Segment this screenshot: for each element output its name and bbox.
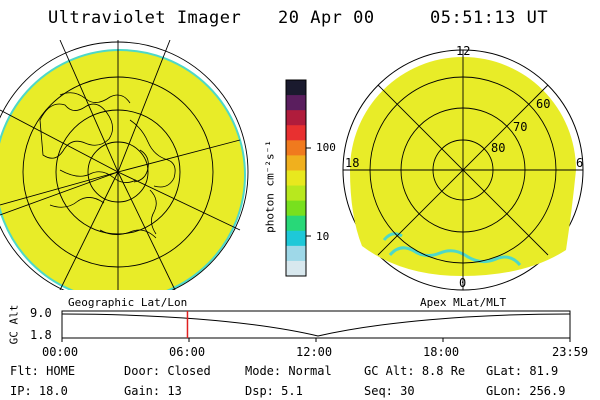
lat-label-60: 60 [536, 97, 551, 111]
colorbar-unit-label: photon cm⁻²s⁻¹ [263, 140, 277, 233]
colorbar-swatch [286, 200, 306, 217]
time-label: 05:51:13 UT [430, 8, 549, 28]
status-ip-value: 18.0 [38, 384, 68, 398]
altitude-curve [61, 313, 571, 337]
status-dsp-label: Dsp: [245, 384, 274, 398]
status-gc-alt-value: 8.8 Re [421, 364, 466, 378]
colorbar-frame [285, 79, 307, 277]
latlon-grid [0, 40, 249, 290]
status-mode-value: Normal [288, 364, 332, 378]
mlt-label-noon: 12 [456, 44, 471, 58]
status-door-value: Closed [167, 364, 211, 378]
altitude-ytick-low: 1.8 [30, 328, 52, 342]
status-glon-label: GLon: [486, 384, 523, 398]
colorbar-tick-100: 100 [316, 141, 336, 154]
colorbar-swatch [286, 110, 306, 126]
geographic-projection-label: Geographic Lat/Lon [68, 296, 188, 309]
geographic-emission-disk [0, 50, 245, 290]
colorbar-swatch [286, 260, 306, 277]
altitude-axis-label: GC Alt [7, 304, 21, 345]
status-seq-value: 30 [400, 384, 415, 398]
altitude-xtick-2359: 23:59 [552, 345, 589, 359]
status-gc-alt-label: GC Alt: [364, 364, 415, 378]
altitude-xtick-1800: 18:00 [423, 345, 460, 359]
colorbar-swatch [286, 125, 306, 141]
status-door-label: Door: [124, 364, 161, 378]
status-glon: GLon: 256.9 [486, 384, 565, 398]
status-mode: Mode: Normal [245, 364, 332, 378]
status-glat-value: 81.9 [529, 364, 559, 378]
magnetic-projection-label: Apex MLat/MLT [420, 296, 507, 309]
magnetic-polar-panel [342, 49, 584, 291]
status-gain-label: Gain: [124, 384, 161, 398]
colorbar-tick-10: 10 [316, 230, 330, 243]
colorbar-swatch [286, 215, 306, 232]
status-gain: Gain: 13 [124, 384, 182, 398]
status-flt-value: HOME [46, 364, 76, 378]
colorbar-swatch [286, 140, 306, 156]
polar-grid [343, 50, 583, 290]
status-seq: Seq: 30 [364, 384, 415, 398]
status-flt-label: Flt: [10, 364, 39, 378]
status-flt: Flt: HOME [10, 364, 75, 378]
mlt-label-dawn: 6 [576, 156, 584, 170]
instrument-title: Ultraviolet Imager [48, 8, 242, 28]
altitude-xtick-1200: 12:00 [296, 345, 333, 359]
colorbar-swatch [286, 155, 306, 171]
status-gain-value: 13 [167, 384, 182, 398]
status-ip-label: IP: [10, 384, 32, 398]
date-label: 20 Apr 00 [278, 8, 375, 28]
status-ip: IP: 18.0 [10, 384, 68, 398]
status-glat: GLat: 81.9 [486, 364, 558, 378]
altitude-ytick-high: 9.0 [30, 306, 52, 320]
colorbar-swatch [286, 245, 306, 262]
status-door: Door: Closed [124, 364, 211, 378]
altitude-xtick-0000: 00:00 [42, 345, 79, 359]
status-gc-alt: GC Alt: 8.8 Re [364, 364, 465, 378]
altitude-xtick-0600: 06:00 [169, 345, 206, 359]
colorbar-swatch [286, 95, 306, 111]
colorbar [285, 79, 311, 277]
mlt-label-midnight: 0 [459, 276, 467, 290]
lat-label-70: 70 [513, 120, 528, 134]
status-mode-label: Mode: [245, 364, 282, 378]
status-dsp: Dsp: 5.1 [245, 384, 303, 398]
status-seq-label: Seq: [364, 384, 393, 398]
lat-label-80: 80 [491, 141, 506, 155]
status-glat-label: GLat: [486, 364, 523, 378]
mlt-label-dusk: 18 [345, 156, 360, 170]
colorbar-swatch [286, 185, 306, 202]
status-glon-value: 256.9 [529, 384, 566, 398]
status-dsp-value: 5.1 [281, 384, 303, 398]
colorbar-swatch [286, 80, 306, 96]
colorbar-swatch [286, 230, 306, 247]
colorbar-swatch [286, 170, 306, 187]
